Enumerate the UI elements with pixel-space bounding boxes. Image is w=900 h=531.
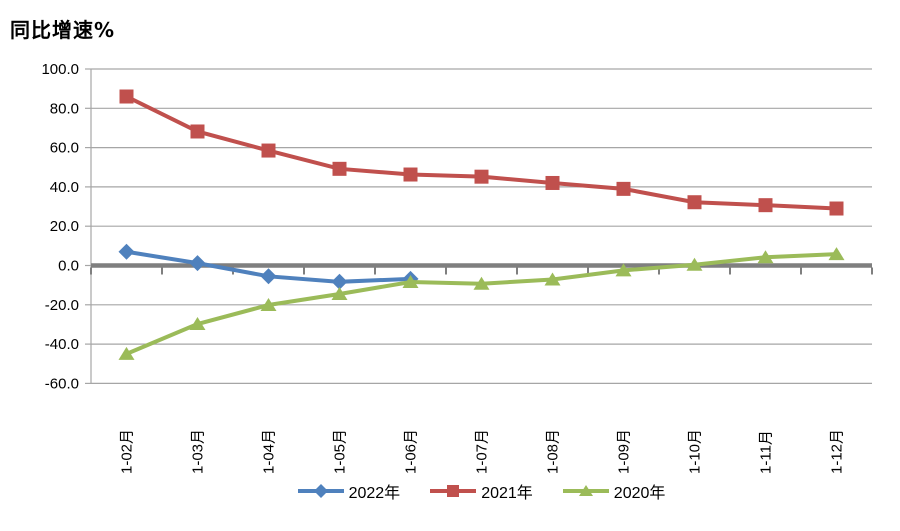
chart-title: 同比增速% [10, 18, 116, 42]
triangle-marker [118, 346, 135, 360]
series-line-2021年 [125, 94, 837, 211]
legend-item-2022年: 2022年 [297, 479, 401, 503]
square-marker [261, 143, 276, 158]
triangle-marker [544, 272, 561, 286]
triangle-marker [686, 257, 703, 271]
x-axis-tick-label: 1-07月 [474, 429, 491, 474]
y-axis-tick-label: 100.0 [41, 61, 79, 78]
x-axis-tick-label: 1-06月 [403, 429, 420, 474]
legend-swatch [297, 484, 344, 498]
square-marker [403, 167, 418, 182]
triangle-marker [260, 297, 277, 311]
x-axis-tick-label: 1-09月 [616, 429, 633, 474]
triangle-marker [578, 485, 593, 496]
x-axis-tick-label: 1-11月 [758, 430, 775, 474]
legend-label: 2022年 [348, 485, 401, 502]
diamond-marker [331, 273, 348, 290]
diamond-marker [118, 243, 135, 260]
diamond-marker [189, 255, 206, 272]
y-axis-tick-label: 0.0 [58, 258, 79, 275]
x-axis-tick-label: 1-12月 [829, 429, 846, 474]
diamond-marker [313, 484, 328, 498]
x-axis-tick-label: 1-10月 [687, 429, 704, 474]
triangle-marker [189, 317, 206, 331]
chart-legend: 2022年 2021年 2020年 [91, 479, 872, 503]
square-marker [119, 89, 134, 104]
triangle-marker [757, 250, 774, 264]
x-axis-tick-label: 1-02月 [119, 429, 136, 474]
triangle-marker [331, 286, 348, 300]
legend-label: 2021年 [481, 485, 533, 502]
y-axis-tick-label: -20.0 [45, 297, 79, 314]
triangle-marker [473, 276, 490, 290]
y-axis-tick-label: -60.0 [45, 375, 79, 392]
legend-swatch [562, 485, 609, 496]
triangle-marker [615, 263, 632, 277]
triangle-marker [828, 247, 845, 261]
square-marker [758, 198, 773, 213]
square-marker [332, 161, 347, 176]
legend-swatch [430, 485, 477, 497]
plot-area: 100.0 80.0 60.0 40.0 20.0 0.0 -20.0 -40.0 -60.0 1… [41, 61, 873, 474]
square-marker [829, 201, 844, 216]
y-axis-tick-label: 60.0 [50, 140, 79, 157]
y-axis-tick-label: 40.0 [50, 179, 79, 196]
legend-item-2021年: 2021年 [430, 479, 533, 503]
diamond-marker [260, 268, 277, 285]
x-axis-tick-label: 1-05月 [332, 429, 349, 474]
square-marker [545, 175, 560, 190]
square-marker [190, 124, 205, 139]
x-axis-tick-label: 1-08月 [545, 429, 562, 474]
y-axis-tick-label: -40.0 [45, 336, 79, 353]
square-marker [447, 485, 460, 497]
y-axis-tick-label: 80.0 [50, 100, 79, 117]
legend-item-2020年: 2020年 [562, 479, 666, 503]
x-axis-tick-label: 1-04月 [261, 429, 278, 474]
triangle-marker [402, 275, 419, 289]
legend-label: 2020年 [613, 485, 666, 502]
y-axis-tick-label: 20.0 [50, 218, 79, 235]
square-marker [474, 169, 489, 184]
square-marker [616, 181, 631, 196]
x-axis-tick-label: 1-03月 [190, 429, 207, 474]
square-marker [687, 195, 702, 210]
